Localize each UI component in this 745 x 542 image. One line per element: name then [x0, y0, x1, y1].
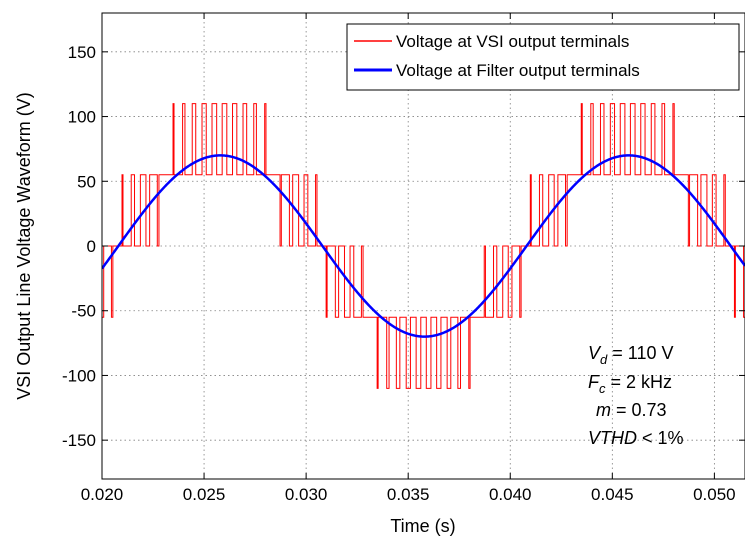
annotation-m: m = 0.73 [596, 400, 667, 420]
x-tick-label: 0.035 [387, 485, 430, 504]
annotation-fc-var: F [588, 372, 600, 392]
annotation-m-var: m [596, 400, 611, 420]
x-tick-label: 0.040 [489, 485, 532, 504]
annotation-vd-rest: = 110 V [607, 343, 673, 363]
annotation-fc-sub: c [599, 381, 606, 396]
y-tick-labels: -150 -100 -50 0 50 100 150 [62, 43, 96, 450]
y-tick-label: -100 [62, 366, 96, 385]
x-tick-labels: 0.020 0.025 0.030 0.035 0.040 0.045 0.050 [81, 485, 736, 504]
annotation-fc-rest: = 2 kHz [606, 372, 673, 392]
annotation-vthd-rest: < 1% [637, 428, 684, 448]
legend-label-vsi: Voltage at VSI output terminals [396, 32, 629, 51]
y-tick-label: 100 [68, 108, 96, 127]
series-filter-output-line [102, 154, 745, 338]
annotation-vthd-var: VTHD [588, 428, 637, 448]
y-tick-label: 50 [77, 172, 96, 191]
x-tick-label: 0.020 [81, 485, 124, 504]
y-tick-label: -150 [62, 431, 96, 450]
y-tick-label: -50 [71, 302, 96, 321]
annotation-fc: Fc = 2 kHz [588, 372, 672, 396]
legend: Voltage at VSI output terminals Voltage … [346, 23, 740, 91]
x-tick-label: 0.030 [285, 485, 328, 504]
y-tick-label: 150 [68, 43, 96, 62]
series-layer [102, 103, 745, 389]
x-axis-title: Time (s) [390, 516, 455, 536]
axis-ticks [101, 13, 745, 479]
x-tick-label: 0.050 [693, 485, 736, 504]
legend-box [346, 23, 740, 91]
y-axis-title: VSI Output Line Voltage Waveform (V) [14, 92, 34, 399]
annotation-vthd: VTHD < 1% [588, 428, 684, 448]
series-vsi-output-line [102, 103, 745, 389]
annotation-vd-var: V [588, 343, 602, 363]
annotation-vd: Vd = 110 V [588, 343, 673, 367]
annotation-vd-sub: d [600, 352, 608, 367]
y-tick-label: 0 [87, 237, 96, 256]
x-tick-label: 0.025 [183, 485, 226, 504]
parameter-annotations: Vd = 110 V Fc = 2 kHz m = 0.73 VTHD < 1% [588, 343, 684, 448]
legend-label-filter: Voltage at Filter output terminals [396, 61, 640, 80]
x-tick-label: 0.045 [591, 485, 634, 504]
annotation-m-rest: = 0.73 [611, 400, 667, 420]
